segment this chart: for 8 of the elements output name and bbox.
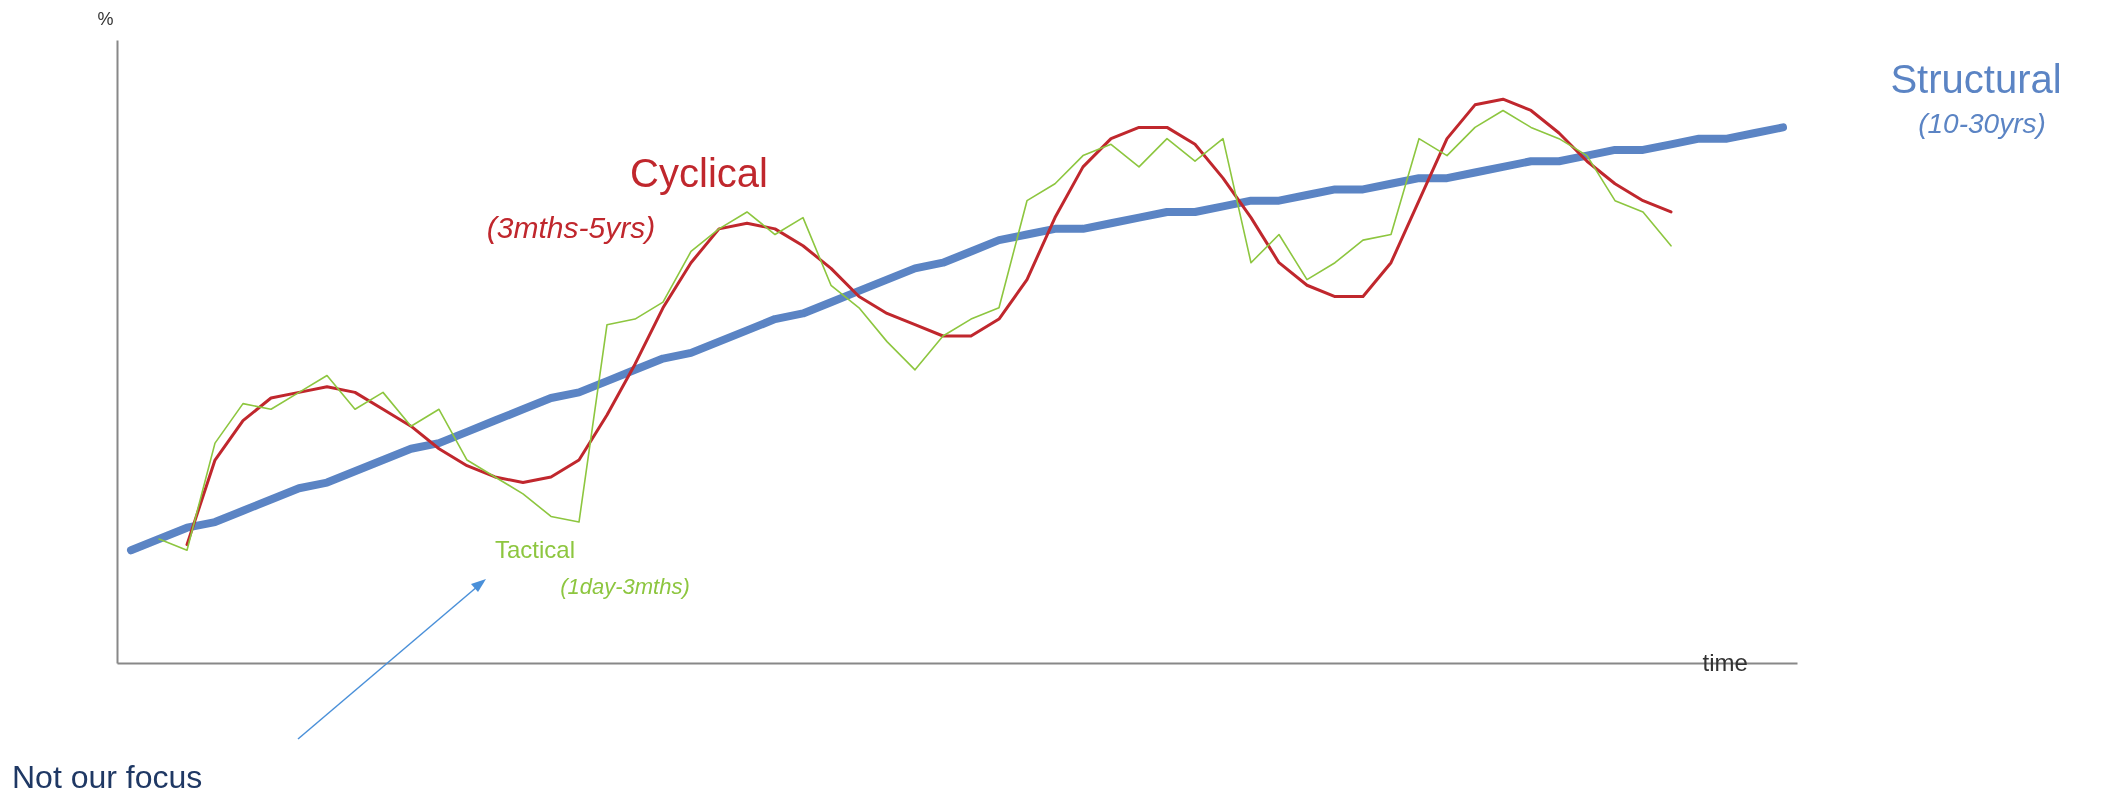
- series-label: Tactical: [494, 536, 576, 563]
- annotation: (1day-3mths): [560, 574, 690, 599]
- text: Structural: [1890, 57, 2062, 101]
- series-label: Cyclical: [630, 151, 768, 195]
- text: Not our focus: [12, 759, 203, 795]
- annotation: (3mths-5yrs): [486, 211, 656, 244]
- y-axis-title: %: [97, 8, 114, 29]
- text: (10-30yrs): [1918, 108, 2046, 139]
